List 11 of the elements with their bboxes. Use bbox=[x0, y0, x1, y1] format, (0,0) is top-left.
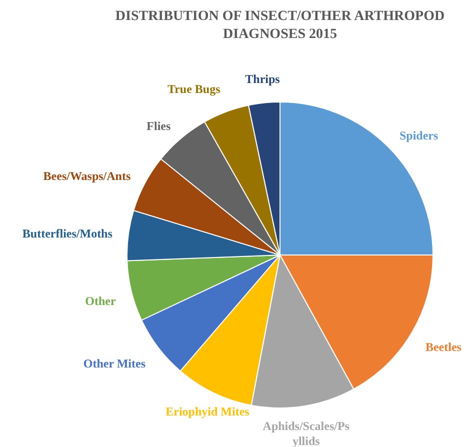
slice-label: Other bbox=[85, 294, 116, 308]
slice-label: Beetles bbox=[425, 340, 462, 354]
slice-label: Other Mites bbox=[83, 356, 146, 370]
slice-label: True Bugs bbox=[167, 82, 221, 96]
slice-label: Spiders bbox=[400, 128, 439, 142]
slice-label: Butterflies/Moths bbox=[22, 226, 113, 240]
slice-label: Eriophyid Mites bbox=[166, 404, 250, 418]
slice-label: Flies bbox=[146, 119, 171, 134]
slice-label: Bees/Wasps/Ants bbox=[43, 168, 131, 183]
slice-label: Thrips bbox=[245, 72, 280, 86]
chart-title: DISTRIBUTION OF INSECT/OTHER ARTHROPOD DIAGNOSES 2015 bbox=[115, 9, 445, 42]
